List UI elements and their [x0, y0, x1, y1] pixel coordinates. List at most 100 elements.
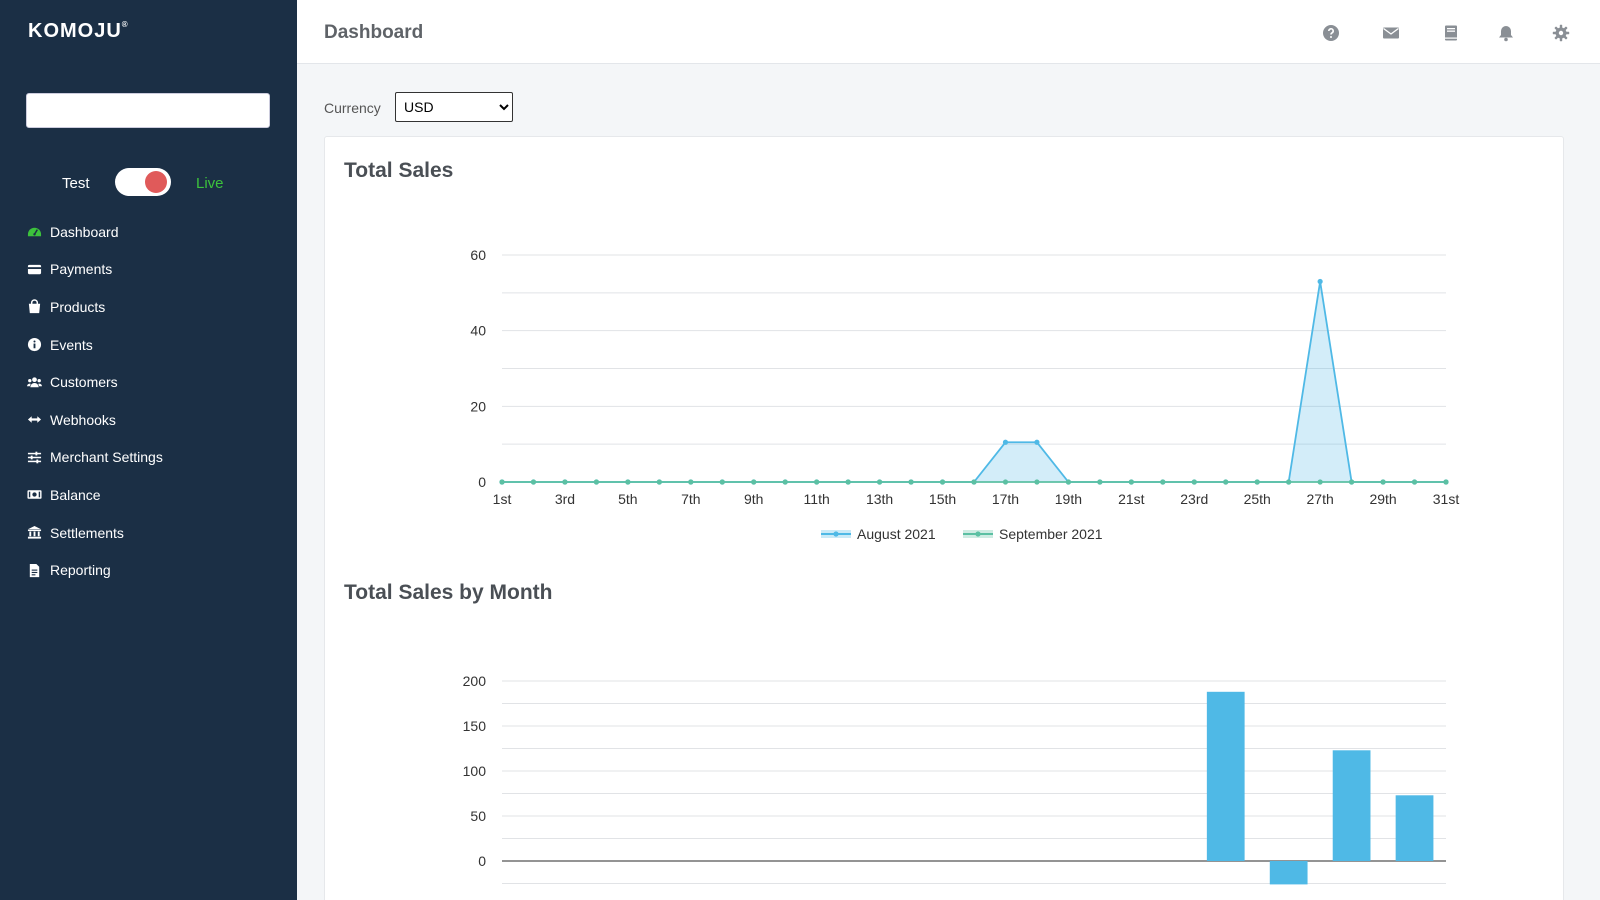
sidebar-item-merchant-settings[interactable]: Merchant Settings [0, 439, 297, 477]
sidebar-item-label: Merchant Settings [50, 449, 163, 466]
data-point [562, 479, 568, 485]
currency-label: Currency [324, 100, 381, 116]
data-point [908, 479, 914, 485]
file-icon [26, 562, 42, 578]
data-point [971, 479, 977, 485]
book-icon[interactable] [1442, 24, 1460, 42]
top-header: Dashboard [297, 0, 1600, 64]
data-point [1317, 278, 1323, 285]
dashboard-card: Total Sales 0 20 40 60 1st 3rd 5th 7th 9th 11th 13… [324, 136, 1564, 900]
bar [1269, 861, 1308, 885]
data-point [530, 479, 537, 485]
sidebar: KOMOJU® Test Live Dashboard Payments Pro… [0, 0, 297, 900]
sidebar-item-label: Dashboard [50, 223, 119, 240]
sidebar-item-label: Payments [50, 261, 113, 278]
users-icon [26, 374, 42, 390]
x-tick-label: 5th [618, 491, 637, 507]
sidebar-item-dashboard[interactable]: Dashboard [0, 213, 297, 251]
x-tick-label: 19th [1055, 491, 1082, 507]
bar [1395, 795, 1434, 861]
bar [1332, 750, 1371, 861]
bank-icon [26, 525, 42, 541]
data-point [1065, 479, 1071, 485]
total-sales-by-month-title: Total Sales by Month [344, 581, 553, 604]
total-sales-title: Total Sales [344, 159, 454, 182]
data-point [1380, 479, 1386, 485]
logo-text: KOMOJU [28, 20, 122, 42]
sidebar-item-balance[interactable]: Balance [0, 476, 297, 514]
data-point [656, 479, 662, 485]
data-point [1191, 479, 1197, 485]
x-tick-label: 1st [493, 491, 512, 507]
data-point [593, 479, 599, 485]
x-tick-label: 3rd [555, 491, 575, 507]
bar [1206, 691, 1245, 861]
y-tick-label: -50 [466, 898, 486, 900]
data-point [1443, 479, 1449, 485]
data-point [1223, 479, 1229, 485]
x-tick-label: 23rd [1180, 491, 1208, 507]
sliders-icon [26, 449, 42, 465]
sidebar-item-label: Customers [50, 374, 118, 391]
sidebar-item-payments[interactable]: Payments [0, 251, 297, 289]
sidebar-item-label: Settlements [50, 524, 124, 541]
y-tick-label: 40 [470, 323, 486, 339]
komoju-logo[interactable]: KOMOJU® [28, 20, 129, 42]
data-point [719, 479, 725, 485]
sidebar-item-webhooks[interactable]: Webhooks [0, 401, 297, 439]
mode-test-label: Test [62, 175, 90, 192]
data-point [782, 479, 788, 485]
data-point [1160, 479, 1166, 485]
legend-marker [975, 531, 981, 537]
sidebar-item-events[interactable]: Events [0, 326, 297, 364]
data-point [1286, 479, 1292, 485]
data-point [845, 479, 851, 485]
sidebar-item-label: Webhooks [50, 411, 116, 428]
legend-label: August 2021 [857, 526, 936, 542]
money-bill-icon [26, 487, 42, 503]
data-point [1097, 479, 1103, 485]
x-tick-label: 29th [1369, 491, 1396, 507]
gear-icon[interactable] [1552, 24, 1570, 42]
legend-marker [833, 531, 839, 537]
data-point [1128, 479, 1134, 485]
y-tick-label: 150 [463, 718, 487, 734]
data-point [1034, 479, 1040, 485]
search-input[interactable] [26, 93, 270, 128]
data-point [1317, 479, 1323, 485]
data-point [877, 479, 883, 485]
sidebar-nav: Dashboard Payments Products Events Custo… [0, 213, 297, 589]
y-tick-label: 20 [470, 398, 486, 414]
x-tick-label: 15th [929, 491, 956, 507]
sidebar-item-reporting[interactable]: Reporting [0, 551, 297, 589]
sidebar-item-customers[interactable]: Customers [0, 363, 297, 401]
data-point [814, 479, 820, 485]
bell-icon[interactable] [1497, 24, 1515, 42]
x-tick-label: 31st [1433, 491, 1460, 507]
info-circle-icon [26, 337, 42, 353]
sidebar-item-label: Balance [50, 486, 101, 503]
y-tick-label: 100 [463, 763, 487, 779]
page-title: Dashboard [324, 22, 424, 43]
x-tick-label: 13th [866, 491, 893, 507]
sidebar-item-settlements[interactable]: Settlements [0, 514, 297, 552]
data-point [1411, 479, 1418, 485]
data-point [688, 479, 694, 485]
x-tick-label: 11th [804, 491, 830, 507]
data-point [939, 479, 946, 485]
mail-icon[interactable] [1382, 24, 1400, 42]
currency-select[interactable]: USD [395, 92, 513, 122]
x-tick-label: 25th [1244, 491, 1271, 507]
data-point [499, 479, 505, 485]
data-point [1349, 479, 1355, 485]
sidebar-item-products[interactable]: Products [0, 288, 297, 326]
credit-card-icon [26, 261, 42, 277]
y-tick-label: 200 [463, 673, 487, 689]
test-live-toggle[interactable] [115, 168, 171, 196]
mode-live-label: Live [196, 175, 224, 192]
mode-switch: Test Live [0, 168, 297, 198]
x-tick-label: 7th [681, 491, 700, 507]
sidebar-item-label: Products [50, 298, 106, 315]
help-icon[interactable] [1322, 24, 1340, 42]
y-tick-label: 50 [470, 808, 486, 824]
